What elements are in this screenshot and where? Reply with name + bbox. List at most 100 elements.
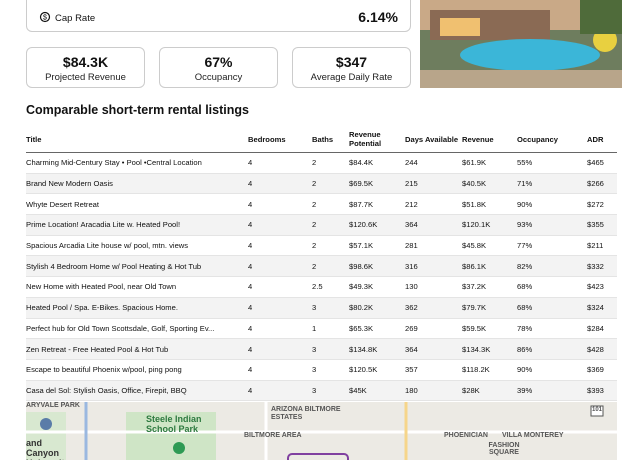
table-cell: $98.6K [349,255,405,278]
table-cell: $120.5K [349,359,405,381]
column-header: Title [26,126,248,153]
svg-text:$: $ [43,15,47,22]
table-cell: $134.8K [349,338,405,360]
table-cell: New Home with Heated Pool, near Old Town [26,276,248,298]
table-cell: 4 [248,359,312,381]
table-cell: $355 [587,214,617,236]
table-cell: Stylish 4 Bedroom Home w/ Pool Heating &… [26,255,248,278]
column-header: ADR [587,126,617,153]
map-label: ARYVALE PARK [26,402,80,409]
table-cell: $61.9K [462,152,517,174]
table-cell: 130 [405,276,462,298]
table-cell: $284 [587,318,617,340]
table-cell: $134.3K [462,338,517,360]
table-cell: 215 [405,173,462,195]
table-cell: 2 [312,152,349,174]
table-cell: 4 [248,318,312,340]
stat-card: 67% Occupancy [159,47,278,88]
table-cell: 4 [248,235,312,257]
listing-row: New Home with Heated Pool, near Old Town… [26,276,617,298]
table-cell: Casa del Sol: Stylish Oasis, Office, Fir… [26,380,248,402]
table-cell: 4 [248,214,312,236]
column-header: Bedrooms [248,126,312,153]
table-cell: 2 [312,235,349,257]
table-cell: 364 [405,214,462,236]
table-cell: $332 [587,255,617,278]
table-cell: $266 [587,173,617,195]
map-label: ARIZONA BILTMORE ESTATES [271,406,341,421]
table-cell: 82% [517,255,587,278]
table-cell: Brand New Modern Oasis [26,173,248,195]
stat-value: $84.3K [62,54,109,70]
stat-label: Projected Revenue [45,72,126,83]
table-cell: 4 [248,297,312,319]
table-cell: 244 [405,152,462,174]
table-cell: $59.5K [462,318,517,340]
table-cell: 364 [405,338,462,360]
table-cell: 71% [517,173,587,195]
map-label: and Canyon University [26,438,70,460]
table-cell: 3 [312,297,349,319]
table-cell: 4 [248,193,312,216]
header-row: Title Bedrooms Baths Revenue Potential Days … [26,126,617,153]
table-cell: $118.2K [462,359,517,381]
table-cell: 93% [517,214,587,236]
table-cell: $120.6K [349,214,405,236]
table-cell: 90% [517,193,587,216]
summary-card: $ Cap Rate 6.14% [26,0,411,32]
listing-row: Stylish 4 Bedroom Home w/ Pool Heating &… [26,255,617,278]
listing-row: Prime Location! Aracadia Lite w. Heated … [26,214,617,236]
map-label: VILLA MONTEREY [502,432,564,439]
table-cell: 4 [248,276,312,298]
map-label: PHOENICIAN [444,432,488,439]
table-cell: 281 [405,235,462,257]
table-cell: $87.7K [349,193,405,216]
listing-row: Heated Pool / Spa. E-Bikes. Spacious Hom… [26,297,617,319]
table-cell: $393 [587,380,617,402]
table-cell: 4 [248,152,312,174]
section-title: Comparable short-term rental listings [26,103,249,117]
column-header: Occupancy [517,126,587,153]
listing-row: Escape to beautiful Phoenix w/pool, ping… [26,359,617,381]
table-cell: $428 [587,338,617,360]
table-cell: $80.2K [349,297,405,319]
table-cell: $37.2K [462,276,517,298]
listing-row: Brand New Modern Oasis 4 2 $69.5K 215 $40.5K 7… [26,173,617,195]
listings-table: Title Bedrooms Baths Revenue Potential Days … [26,126,617,402]
table-cell: 2 [312,214,349,236]
map-label: Steele Indian School Park [146,414,202,434]
column-header: Baths [312,126,349,153]
table-cell: $65.3K [349,318,405,340]
table-cell: $324 [587,297,617,319]
table-cell: 3 [312,359,349,381]
listing-row: Spacious Arcadia Lite house w/ pool, mtn… [26,235,617,257]
property-photo [420,0,622,88]
table-cell: 4 [248,380,312,402]
table-cell: 68% [517,276,587,298]
table-cell: $79.7K [462,297,517,319]
stat-card: $347 Average Daily Rate [292,47,411,88]
listing-row: Casa del Sol: Stylish Oasis, Office, Fir… [26,380,617,402]
table-cell: Perfect hub for Old Town Scottsdale, Gol… [26,318,248,340]
table-cell: 78% [517,318,587,340]
table-cell: 316 [405,255,462,278]
column-header: Days Available [405,126,462,153]
table-cell: 3 [312,380,349,402]
map-label: FASHION SQUARE [488,442,520,456]
table-cell: Heated Pool / Spa. E-Bikes. Spacious Hom… [26,297,248,319]
stat-value: 67% [204,54,233,70]
table-cell: $84.4K [349,152,405,174]
table-cell: 90% [517,359,587,381]
listing-row: Whyte Desert Retreat 4 2 $87.7K 212 $51.8K 90%… [26,193,617,216]
listing-row: Zen Retreat - Free Heated Pool & Hot Tub… [26,338,617,360]
table-cell: Spacious Arcadia Lite house w/ pool, mtn… [26,235,248,257]
table-cell: 212 [405,193,462,216]
table-cell: 357 [405,359,462,381]
table-cell: $120.1K [462,214,517,236]
table-cell: 1 [312,318,349,340]
cap-rate-icon: $ [39,11,51,23]
table-cell: 4 [248,173,312,195]
column-header: Revenue Potential [349,126,405,153]
table-cell: $49.3K [349,276,405,298]
